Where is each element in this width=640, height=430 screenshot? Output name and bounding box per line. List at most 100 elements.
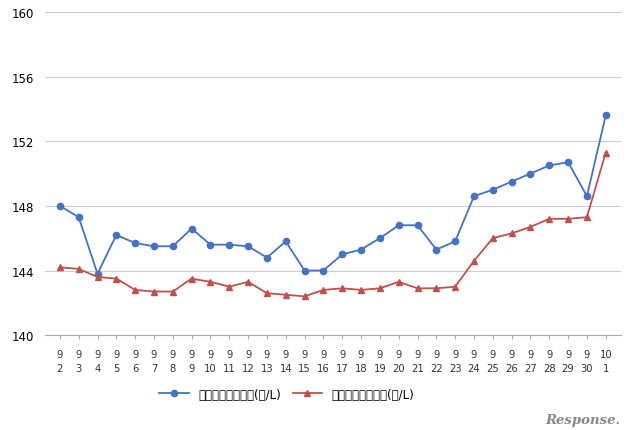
ハイオク実売価格(円/L) [508, 231, 515, 236]
ハイオク看板価格(円/L) [602, 114, 609, 119]
ハイオク実売価格(円/L) [470, 258, 478, 264]
Text: 9: 9 [282, 349, 289, 359]
ハイオク実売価格(円/L) [564, 217, 572, 222]
ハイオク実売価格(円/L) [602, 150, 609, 156]
ハイオク看板価格(円/L) [319, 268, 327, 273]
Text: 1: 1 [602, 363, 609, 373]
ハイオク実売価格(円/L) [301, 294, 308, 299]
ハイオク看板価格(円/L) [131, 241, 139, 246]
ハイオク看板価格(円/L) [188, 226, 195, 231]
ハイオク看板価格(円/L) [489, 187, 497, 193]
Text: 8: 8 [170, 363, 176, 373]
Text: 19: 19 [374, 363, 386, 373]
Text: 9: 9 [113, 349, 120, 359]
ハイオク看板価格(円/L) [282, 239, 289, 244]
ハイオク実売価格(円/L) [263, 291, 271, 296]
Text: 9: 9 [396, 349, 402, 359]
ハイオク看板価格(円/L) [150, 244, 158, 249]
Text: 28: 28 [543, 363, 556, 373]
Text: 9: 9 [508, 349, 515, 359]
Text: 17: 17 [336, 363, 349, 373]
Text: 18: 18 [355, 363, 367, 373]
ハイオク実売価格(円/L) [225, 284, 233, 289]
ハイオク看板価格(円/L) [207, 243, 214, 248]
Text: 22: 22 [430, 363, 443, 373]
ハイオク実売価格(円/L) [131, 288, 139, 293]
Text: 9: 9 [433, 349, 440, 359]
ハイオク看板価格(円/L) [527, 172, 534, 177]
ハイオク実売価格(円/L) [150, 289, 158, 295]
ハイオク看板価格(円/L) [395, 223, 403, 228]
ハイオク看板価格(円/L) [244, 244, 252, 249]
Text: 9: 9 [188, 349, 195, 359]
ハイオク実売価格(円/L) [319, 288, 327, 293]
ハイオク看板価格(円/L) [56, 204, 64, 209]
ハイオク実売価格(円/L) [489, 236, 497, 241]
ハイオク実売価格(円/L) [376, 286, 384, 291]
ハイオク看板価格(円/L) [413, 223, 421, 228]
ハイオク実売価格(円/L) [583, 215, 591, 220]
ハイオク看板価格(円/L) [263, 255, 271, 261]
Text: 9: 9 [320, 349, 326, 359]
ハイオク実売価格(円/L) [413, 286, 421, 291]
Text: 20: 20 [392, 363, 405, 373]
ハイオク看板価格(円/L) [339, 252, 346, 257]
Text: 15: 15 [298, 363, 311, 373]
ハイオク看板価格(円/L) [583, 194, 591, 199]
Line: ハイオク看板価格(円/L): ハイオク看板価格(円/L) [57, 113, 609, 277]
Text: 13: 13 [260, 363, 273, 373]
Line: ハイオク実売価格(円/L): ハイオク実売価格(円/L) [57, 150, 609, 300]
Text: 9: 9 [132, 349, 138, 359]
Text: 30: 30 [580, 363, 593, 373]
Text: 29: 29 [562, 363, 575, 373]
ハイオク看板価格(円/L) [508, 180, 515, 185]
Text: 9: 9 [57, 349, 63, 359]
ハイオク実売価格(円/L) [451, 284, 459, 289]
ハイオク実売価格(円/L) [188, 276, 195, 282]
Text: 9: 9 [527, 349, 534, 359]
ハイオク実売価格(円/L) [93, 275, 101, 280]
Text: 9: 9 [546, 349, 552, 359]
Text: 10: 10 [204, 363, 217, 373]
ハイオク看板価格(円/L) [545, 163, 553, 169]
Text: 14: 14 [280, 363, 292, 373]
Text: 9: 9 [377, 349, 383, 359]
Text: 9: 9 [565, 349, 572, 359]
Text: 9: 9 [452, 349, 458, 359]
Text: 7: 7 [151, 363, 157, 373]
Text: 6: 6 [132, 363, 138, 373]
ハイオク看板価格(円/L) [376, 236, 384, 241]
ハイオク看板価格(円/L) [169, 244, 177, 249]
ハイオク看板価格(円/L) [357, 247, 365, 252]
ハイオク看板価格(円/L) [75, 215, 83, 220]
ハイオク実売価格(円/L) [207, 280, 214, 285]
Text: 27: 27 [524, 363, 537, 373]
ハイオク実売価格(円/L) [75, 267, 83, 272]
Text: 9: 9 [94, 349, 100, 359]
Text: 23: 23 [449, 363, 461, 373]
ハイオク看板価格(円/L) [433, 247, 440, 252]
ハイオク実売価格(円/L) [169, 289, 177, 295]
Text: 26: 26 [505, 363, 518, 373]
Text: 12: 12 [242, 363, 255, 373]
ハイオク看板価格(円/L) [93, 271, 101, 276]
Text: 3: 3 [76, 363, 82, 373]
ハイオク実売価格(円/L) [282, 292, 289, 298]
Text: 9: 9 [76, 349, 82, 359]
ハイオク実売価格(円/L) [433, 286, 440, 291]
Text: 11: 11 [223, 363, 236, 373]
Text: 9: 9 [301, 349, 308, 359]
Text: 9: 9 [151, 349, 157, 359]
Text: 9: 9 [490, 349, 496, 359]
ハイオク実売価格(円/L) [527, 225, 534, 230]
ハイオク看板価格(円/L) [301, 268, 308, 273]
ハイオク実売価格(円/L) [56, 265, 64, 270]
ハイオク実売価格(円/L) [395, 280, 403, 285]
Text: 9: 9 [358, 349, 364, 359]
Text: 9: 9 [245, 349, 252, 359]
Text: 9: 9 [471, 349, 477, 359]
Text: 10: 10 [600, 349, 612, 359]
Text: 21: 21 [411, 363, 424, 373]
Text: 16: 16 [317, 363, 330, 373]
ハイオク看板価格(円/L) [225, 243, 233, 248]
